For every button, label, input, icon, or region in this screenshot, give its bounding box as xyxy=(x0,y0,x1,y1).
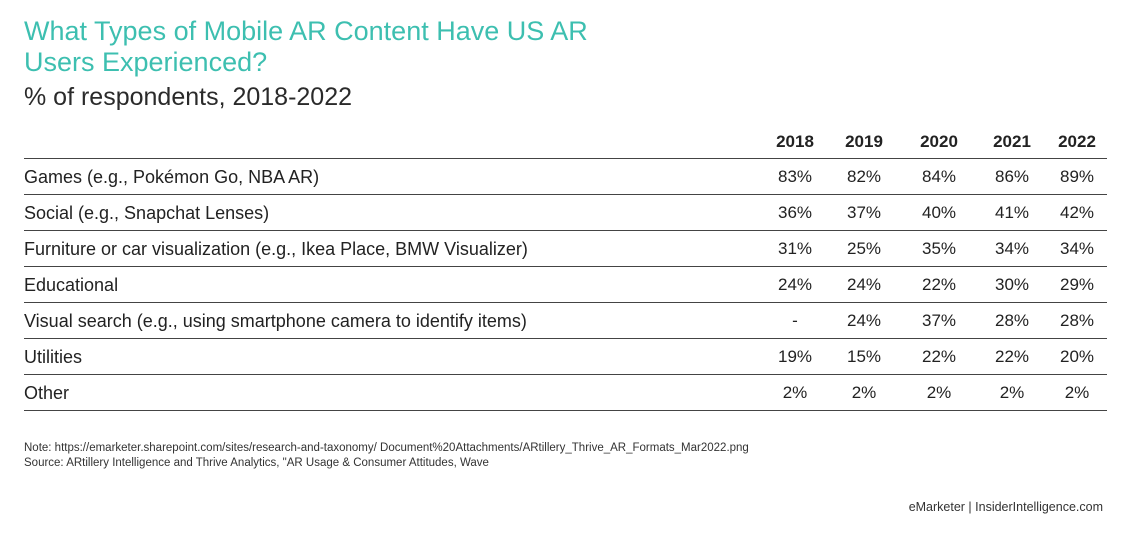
cell-value-2020: 2% xyxy=(926,383,952,402)
row-label: Utilities xyxy=(24,347,83,367)
column-header-2018: 2018 xyxy=(776,132,814,151)
table-header-row: 2018 2019 2020 2021 2022 xyxy=(24,124,1107,158)
column-header-2019: 2019 xyxy=(845,132,883,151)
cell-value-2018: - xyxy=(792,311,798,330)
cell-value-2019: 15% xyxy=(846,347,882,366)
table-row: Furniture or car visualization (e.g., Ik… xyxy=(24,230,1107,266)
row-label: Social (e.g., Snapchat Lenses) xyxy=(24,203,270,223)
cell-value-2022: 34% xyxy=(1059,239,1095,258)
source-text: Source: ARtillery Intelligence and Thriv… xyxy=(24,457,489,469)
row-label: Furniture or car visualization (e.g., Ik… xyxy=(24,239,528,259)
table-row: Social (e.g., Snapchat Lenses) 36% 37% 40% 4… xyxy=(24,194,1107,230)
cell-value-2018: 19% xyxy=(777,347,813,366)
cell-value-2018: 2% xyxy=(782,383,808,402)
column-header-2020: 2020 xyxy=(920,132,958,151)
cell-value-2019: 82% xyxy=(846,167,882,186)
chart-title: What Types of Mobile AR Content Have US … xyxy=(24,16,588,77)
cell-value-2019: 2% xyxy=(851,383,877,402)
note-block: Note: https://emarketer.sharepoint.com/s… xyxy=(24,441,749,471)
cell-value-2019: 25% xyxy=(846,239,882,258)
chart-subtitle: % of respondents, 2018-2022 xyxy=(24,83,353,111)
cell-value-2022: 28% xyxy=(1059,311,1095,330)
cell-value-2022: 20% xyxy=(1059,347,1095,366)
note-text: Note: https://emarketer.sharepoint.com/s… xyxy=(24,442,749,454)
cell-value-2021: 41% xyxy=(994,203,1030,222)
column-header-2021: 2021 xyxy=(993,132,1031,151)
cell-value-2018: 24% xyxy=(777,275,813,294)
cell-value-2021: 22% xyxy=(994,347,1030,366)
cell-value-2022: 89% xyxy=(1059,167,1095,186)
row-label: Other xyxy=(24,383,70,403)
cell-value-2021: 30% xyxy=(994,275,1030,294)
row-label: Visual search (e.g., using smartphone ca… xyxy=(24,311,527,331)
table-row: Utilities 19% 15% 22% 22% 20% xyxy=(24,338,1107,374)
table-row: Educational 24% 24% 22% 30% 29% xyxy=(24,266,1107,302)
cell-value-2022: 29% xyxy=(1059,275,1095,294)
table-body: Games (e.g., Pokémon Go, NBA AR) 83% 82% 84… xyxy=(24,158,1107,411)
cell-value-2020: 40% xyxy=(921,203,957,222)
cell-value-2022: 42% xyxy=(1059,203,1095,222)
cell-value-2018: 31% xyxy=(777,239,813,258)
cell-value-2019: 24% xyxy=(846,311,882,330)
cell-value-2019: 24% xyxy=(846,275,882,294)
cell-value-2019: 37% xyxy=(846,203,882,222)
cell-value-2020: 22% xyxy=(921,347,957,366)
cell-value-2021: 2% xyxy=(999,383,1025,402)
table-row: Other 2% 2% 2% 2% 2% xyxy=(24,374,1107,411)
cell-value-2021: 86% xyxy=(994,167,1030,186)
cell-value-2021: 28% xyxy=(994,311,1030,330)
cell-value-2018: 36% xyxy=(777,203,813,222)
cell-value-2020: 35% xyxy=(921,239,957,258)
cell-value-2020: 37% xyxy=(921,311,957,330)
table-row: Games (e.g., Pokémon Go, NBA AR) 83% 82% 84… xyxy=(24,158,1107,194)
row-label: Educational xyxy=(24,275,119,295)
data-table: 2018 2019 2020 2021 2022 Games (e.g., Po… xyxy=(24,124,1107,411)
cell-value-2018: 83% xyxy=(777,167,813,186)
cell-value-2020: 22% xyxy=(921,275,957,294)
row-label: Games (e.g., Pokémon Go, NBA AR) xyxy=(24,167,320,187)
footer-credit: eMarketer | InsiderIntelligence.com xyxy=(908,500,1103,514)
cell-value-2020: 84% xyxy=(921,167,957,186)
cell-value-2022: 2% xyxy=(1064,383,1090,402)
column-header-2022: 2022 xyxy=(1058,132,1096,151)
cell-value-2021: 34% xyxy=(994,239,1030,258)
table-row: Visual search (e.g., using smartphone ca… xyxy=(24,302,1107,338)
